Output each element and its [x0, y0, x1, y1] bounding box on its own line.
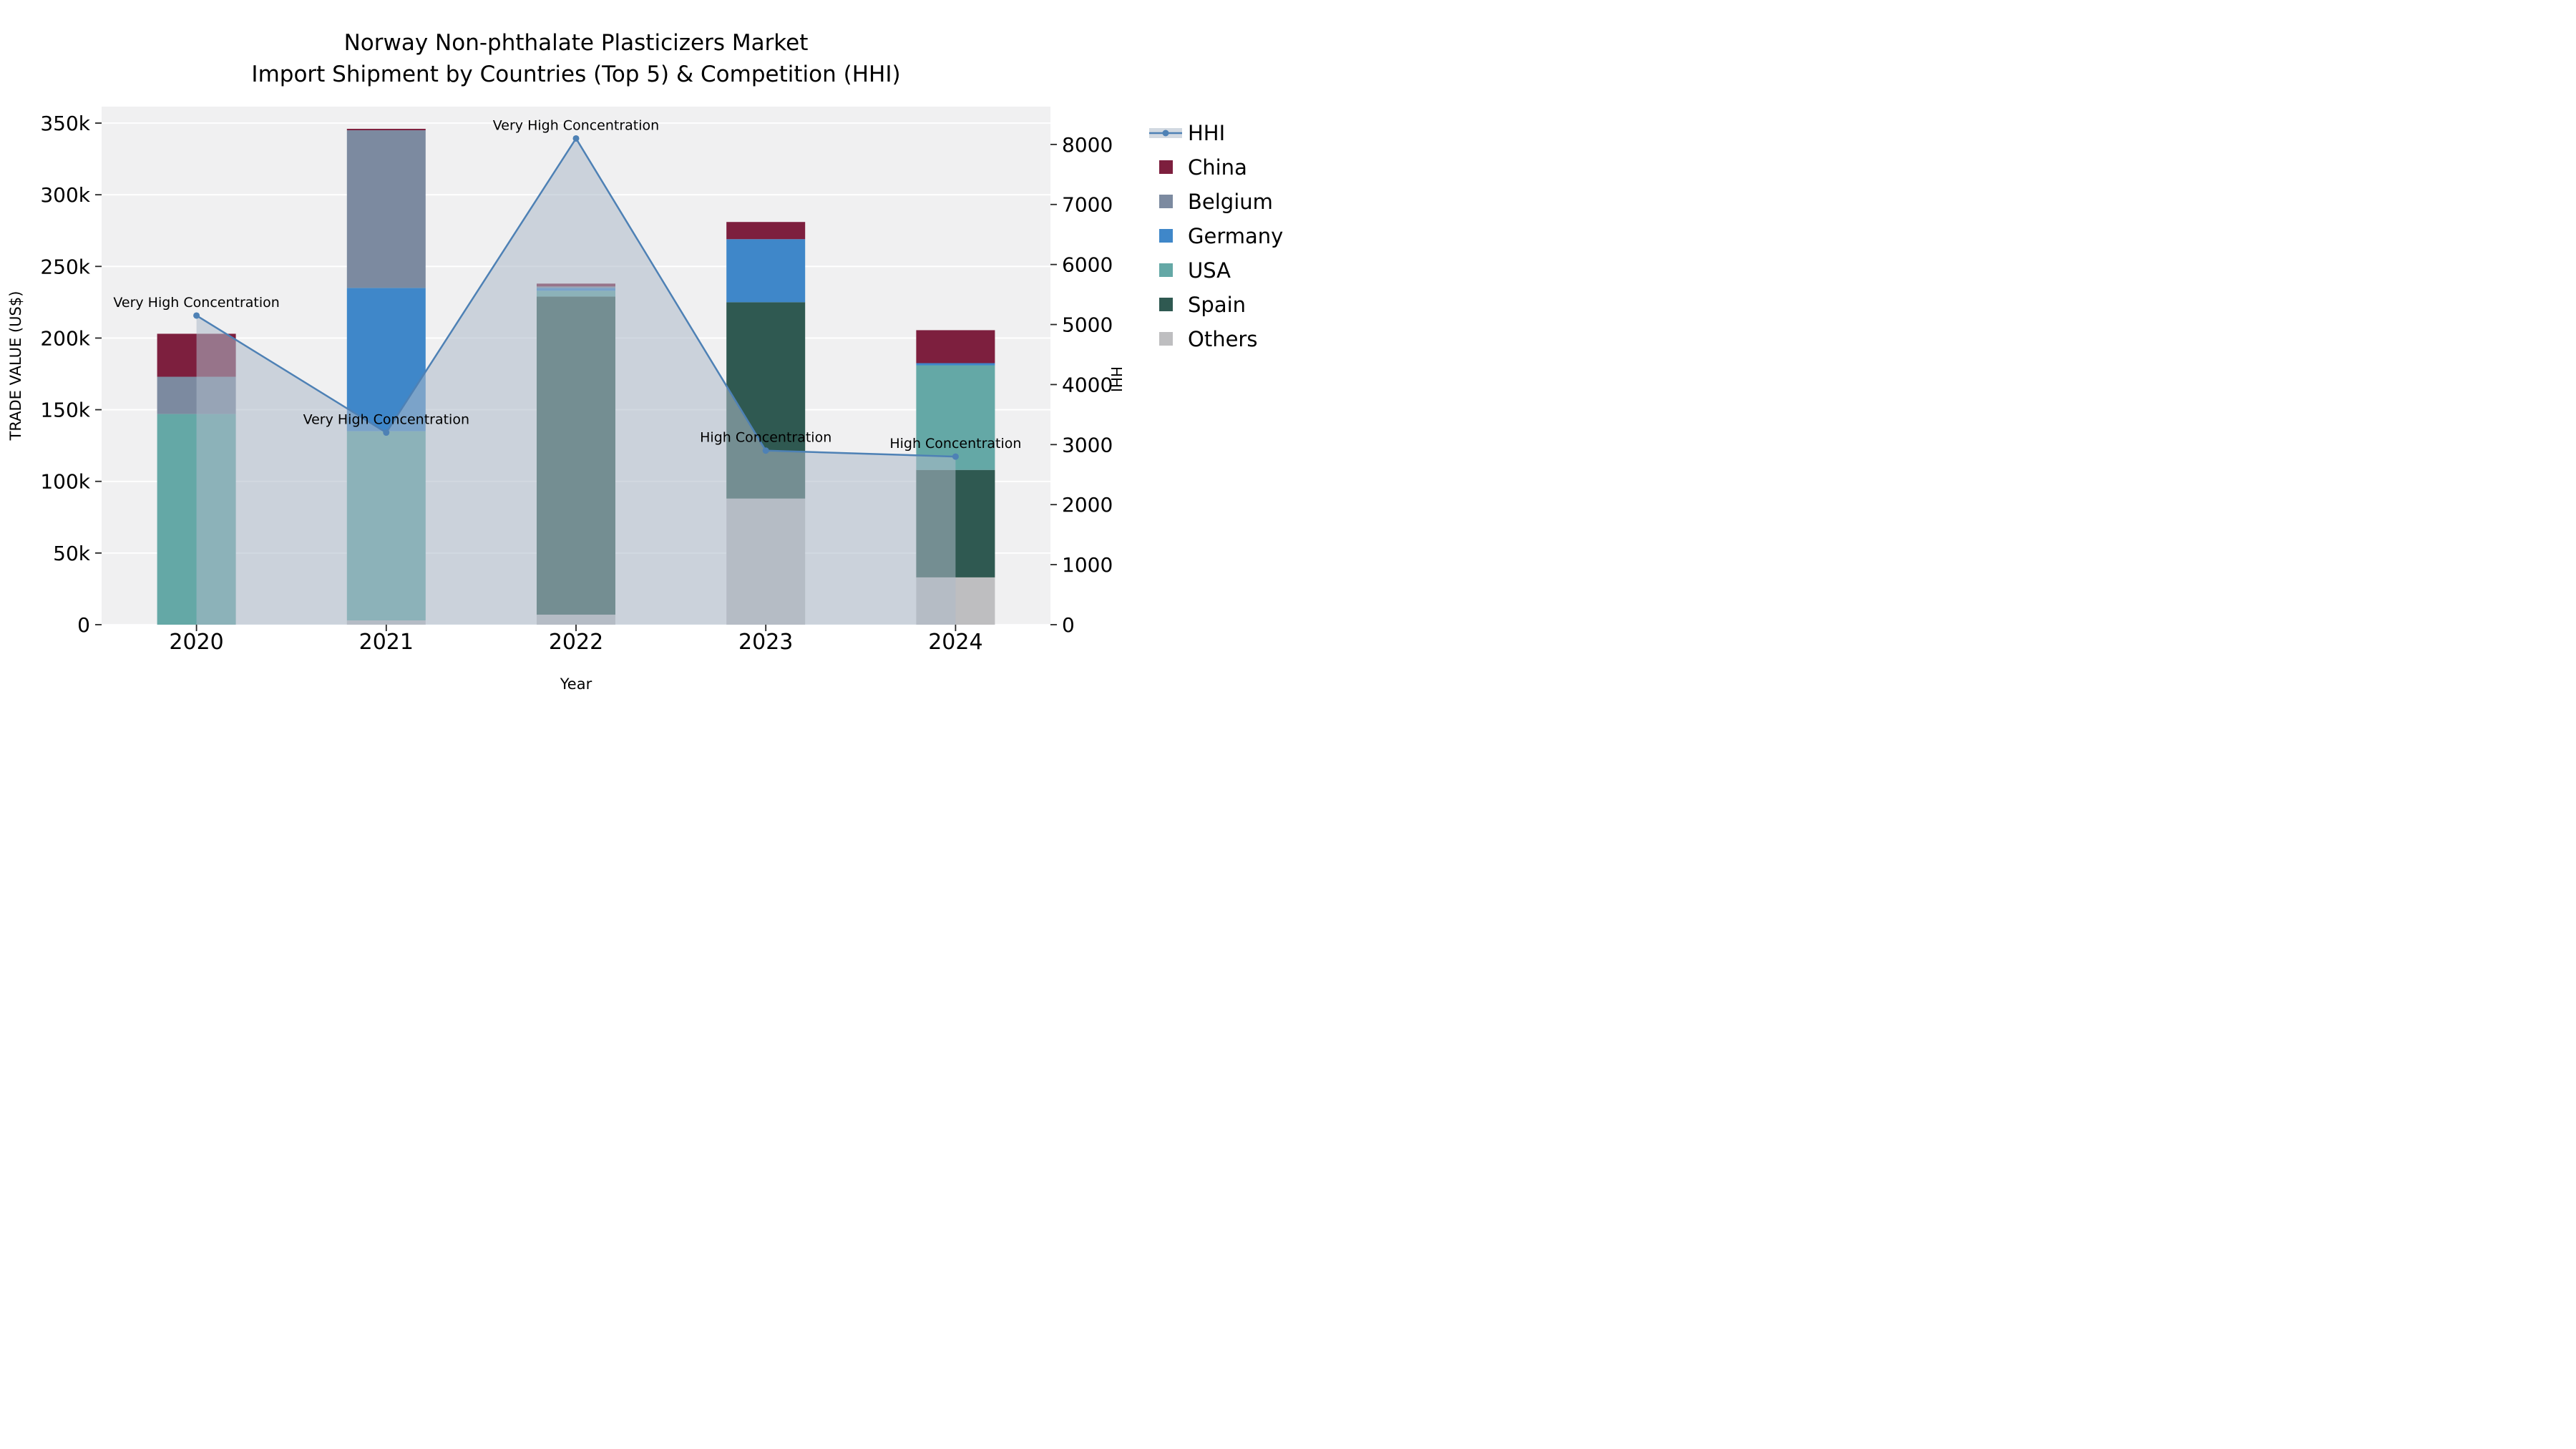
x-tick-label: 2022 [549, 630, 603, 655]
x-tick-label: 2023 [738, 630, 793, 655]
legend-hhi-marker [1162, 130, 1169, 137]
annotation-2022: Very High Concentration [493, 117, 659, 133]
bar-segment-germany-2023 [726, 239, 806, 303]
y-left-tick-label: 50k [53, 542, 91, 565]
bar-segment-china-2023 [726, 222, 806, 240]
hhi-marker-2023 [762, 447, 769, 454]
legend-item-china-label: China [1188, 155, 1247, 180]
y-right-tick-label: 7000 [1062, 193, 1113, 217]
y-left-tick-label: 0 [77, 613, 90, 637]
hhi-marker-2021 [383, 429, 390, 436]
x-axis-label: Year [560, 675, 592, 693]
chart-figure: Very High Concentration Very High Concent… [0, 0, 1288, 724]
legend-item-belgium-label: Belgium [1188, 190, 1273, 214]
annotation-2024: High Concentration [889, 436, 1021, 452]
legend-item-usa-swatch [1159, 263, 1173, 277]
y-axis-label-left: TRADE VALUE (US$) [7, 291, 24, 441]
y-right-tick-label: 4000 [1062, 373, 1113, 396]
y-right-tick-label: 6000 [1062, 253, 1113, 277]
legend-item-others-swatch [1159, 332, 1173, 346]
legend-item-china-swatch [1159, 160, 1173, 174]
bar-segment-usa-2024 [916, 365, 995, 470]
chart-canvas: Very High Concentration Very High Concent… [40, 107, 1283, 655]
chart-title: Norway Non-phthalate Plasticizers Market… [0, 27, 1152, 90]
legend-item-spain-label: Spain [1188, 293, 1246, 317]
annotation-2023: High Concentration [700, 430, 831, 446]
y-left-tick-label: 200k [40, 326, 90, 350]
y-left-tick-label: 150k [40, 399, 90, 422]
hhi-marker-2024 [952, 453, 959, 460]
y-left-tick-label: 300k [40, 183, 90, 207]
legend-item-belgium-swatch [1159, 195, 1173, 208]
legend-item-hhi-label: HHI [1188, 121, 1225, 145]
y-right-tick-label: 1000 [1062, 553, 1113, 577]
legend-item-germany-swatch [1159, 229, 1173, 243]
legend-item-usa-label: USA [1188, 258, 1231, 283]
hhi-marker-2020 [193, 312, 200, 319]
y-left-tick-label: 350k [40, 112, 90, 135]
annotation-2020: Very High Concentration [113, 295, 279, 311]
x-tick-label: 2021 [359, 630, 414, 655]
chart-title-line2: Import Shipment by Countries (Top 5) & C… [251, 62, 901, 87]
annotation-2021: Very High Concentration [303, 412, 469, 428]
chart-title-line1: Norway Non-phthalate Plasticizers Market [343, 30, 809, 56]
bar-segment-china-2021 [346, 129, 426, 131]
y-right-tick-label: 5000 [1062, 313, 1113, 337]
y-right-tick-label: 0 [1062, 613, 1075, 637]
y-left-tick-label: 250k [40, 255, 90, 278]
bar-segment-germany-2024 [916, 363, 995, 366]
hhi-marker-2022 [572, 135, 580, 142]
legend-item-others-label: Others [1188, 327, 1257, 351]
x-tick-label: 2020 [169, 630, 223, 655]
legend-item-spain-swatch [1159, 298, 1173, 311]
legend-item-germany-label: Germany [1188, 224, 1283, 248]
y-axis-label-right: HHI [1108, 366, 1125, 392]
x-tick-label: 2024 [928, 630, 982, 655]
y-right-tick-label: 8000 [1062, 133, 1113, 157]
bar-segment-belgium-2021 [346, 130, 426, 288]
bar-segment-china-2024 [916, 330, 995, 364]
y-right-tick-label: 2000 [1062, 493, 1113, 517]
hhi-area [196, 138, 956, 625]
y-left-tick-label: 100k [40, 470, 90, 494]
y-right-tick-label: 3000 [1062, 433, 1113, 457]
